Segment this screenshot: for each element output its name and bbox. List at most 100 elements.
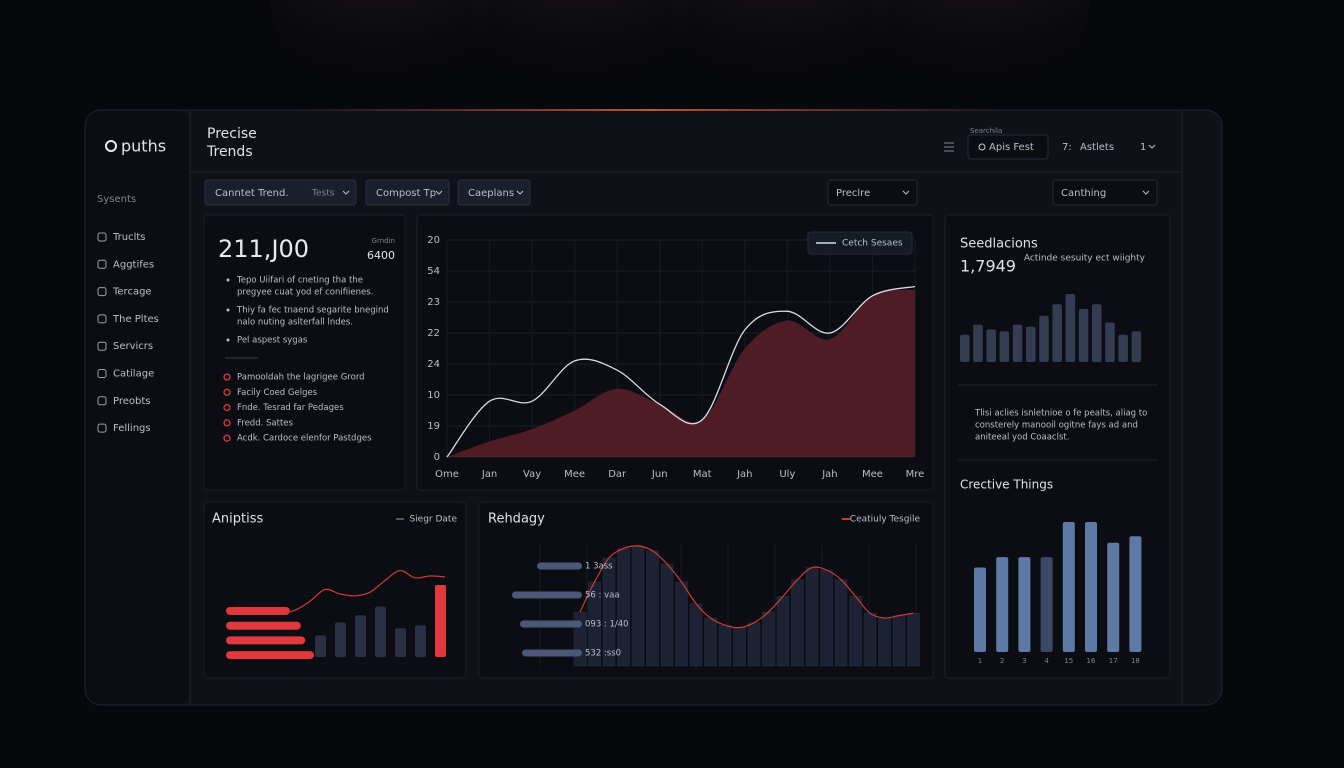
x-tick-label: Dar	[608, 469, 627, 480]
bar	[415, 625, 426, 657]
line	[279, 570, 446, 615]
hist-bar	[733, 627, 746, 667]
nav-item[interactable]: The Pltes	[112, 314, 159, 325]
hist-bar	[892, 615, 906, 667]
x-tick-label: Mat	[693, 469, 712, 480]
nav-icon	[97, 369, 107, 378]
bar	[355, 615, 366, 657]
hist-bar	[631, 545, 645, 667]
filter-label: Canthing	[1061, 188, 1106, 199]
summary-card	[203, 214, 406, 491]
hbar	[537, 562, 582, 570]
aniptiss-title: Aniptiss	[212, 512, 263, 527]
bullet-dot	[226, 278, 230, 282]
y-tick-label: 24	[427, 359, 440, 370]
hbar-label: 56 : vaa	[585, 591, 620, 601]
hist-bar	[704, 617, 717, 667]
line	[446, 285, 916, 458]
x-tick-label: Mee	[862, 469, 883, 480]
bar	[996, 557, 1009, 652]
area	[447, 289, 915, 457]
filter-caret	[516, 190, 524, 195]
sessions-caption: Actinde sesuity ect wiighty	[1024, 254, 1146, 264]
x-tick-label: Mre	[906, 469, 925, 480]
hist-bar	[878, 617, 891, 667]
x-tick-label: Mee	[564, 469, 585, 480]
hist-bar	[689, 603, 703, 667]
filter-button[interactable]	[1052, 179, 1158, 206]
bar	[1052, 304, 1062, 362]
bar	[1085, 522, 1097, 652]
x-tick-label: 16	[1087, 657, 1096, 665]
hist-bar	[747, 622, 761, 667]
x-tick-label: Jah	[736, 469, 752, 480]
search-caption: Searchila	[970, 127, 1002, 135]
filter-button[interactable]	[204, 179, 357, 206]
x-tick-label: 1	[978, 657, 982, 665]
bullet-dot	[226, 308, 230, 312]
filter-hint: Tests	[311, 189, 335, 199]
nav-item[interactable]: Tercage	[112, 287, 152, 298]
search-button[interactable]	[967, 134, 1049, 160]
bar	[1118, 334, 1128, 362]
y-tick-label: 22	[427, 328, 440, 339]
line	[579, 545, 914, 629]
filter-caret	[435, 190, 443, 195]
aniptiss-legend: Siegr Date	[409, 515, 457, 525]
hist-bar	[805, 567, 819, 667]
hbar	[226, 636, 306, 645]
summary-bullet: pregyee cuat yod ef conifiienes.	[237, 288, 373, 298]
nav-item[interactable]: Catilage	[113, 369, 154, 380]
bar	[1078, 308, 1089, 362]
brand-logo	[105, 140, 117, 152]
hbar	[226, 607, 290, 615]
bullet-dot	[226, 338, 230, 342]
hbar	[512, 591, 582, 599]
y-tick-label: 23	[427, 297, 440, 308]
nav-item[interactable]: Fellings	[113, 423, 151, 434]
user-menu[interactable]: Astlets	[1080, 142, 1114, 153]
bar	[973, 324, 983, 362]
bar	[999, 331, 1010, 362]
hist-bar	[791, 579, 804, 667]
spotlight	[270, 0, 490, 95]
legend-label: Cetch Sesaes	[842, 239, 903, 249]
bar	[1026, 326, 1036, 362]
bar	[1092, 304, 1102, 362]
hist-bar	[675, 581, 688, 667]
menu-icon[interactable]	[944, 142, 954, 152]
list-marker	[223, 373, 231, 381]
summary-side-value: 6400	[367, 249, 395, 262]
x-tick-label: 2	[1000, 657, 1004, 665]
hist-bar	[863, 612, 877, 667]
y-tick-label: 10	[427, 390, 440, 401]
sidebar	[86, 111, 190, 704]
search-icon	[978, 143, 986, 151]
user-menu-caret	[1148, 144, 1156, 149]
hist-bar	[849, 596, 862, 667]
x-tick-label: 4	[1044, 657, 1049, 665]
menu-icon-lines	[944, 142, 954, 152]
hbar-label: 532 :ss0	[585, 649, 621, 659]
nav-item[interactable]: Aggtifes	[113, 259, 154, 270]
filter-caret	[902, 190, 910, 195]
x-tick-label: Ome	[435, 469, 459, 480]
hist-bar	[776, 596, 790, 667]
nav-item[interactable]: Preobts	[113, 396, 151, 407]
list-marker	[223, 434, 231, 442]
sessions-note: aniteeal yod Coaaclst.	[975, 433, 1069, 443]
list-marker	[223, 403, 231, 412]
sidebar-section: Sysents	[97, 194, 136, 205]
nav-icon	[97, 314, 107, 324]
nav-item[interactable]: Truclts	[112, 232, 146, 243]
filter-button[interactable]	[827, 179, 918, 206]
x-tick-label: 15	[1064, 657, 1073, 665]
sessions-note: consterely manooil ogitne fays ad and	[975, 421, 1138, 431]
filter-button[interactable]	[457, 179, 531, 206]
hist-bar	[718, 624, 732, 667]
nav-item[interactable]: Servicrs	[113, 341, 153, 352]
summary-item: Facily Coed Gelges	[237, 388, 318, 398]
filter-button[interactable]	[365, 179, 450, 206]
bar	[1012, 324, 1023, 362]
hist-bar	[660, 563, 674, 667]
